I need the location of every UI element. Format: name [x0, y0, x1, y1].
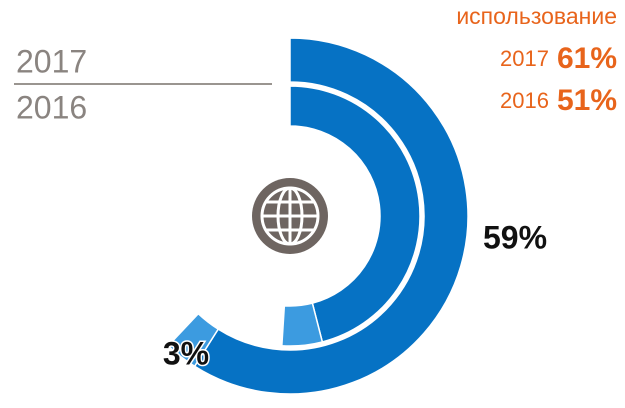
annotation-row: 2017 61%: [500, 42, 617, 75]
legend-2016: 2016: [16, 89, 87, 125]
ring-segment: [289, 85, 421, 343]
legend-2017: 2017: [16, 43, 87, 79]
ring-segment: [167, 312, 220, 368]
annotation-share: 51%: [557, 84, 617, 117]
ring-segment: [281, 302, 324, 347]
globe-icon: [252, 178, 328, 254]
value-label: 59%: [483, 219, 547, 255]
annotation-share: 61%: [557, 42, 617, 75]
annotation-title: использование: [456, 3, 617, 29]
annotation-row: 2016 51%: [500, 84, 617, 117]
donut: [167, 37, 469, 395]
annotation-year: 2017: [500, 46, 549, 71]
annotation-year: 2016: [500, 88, 549, 113]
ring-segment: [193, 37, 469, 395]
value-label: 3%: [163, 335, 209, 371]
